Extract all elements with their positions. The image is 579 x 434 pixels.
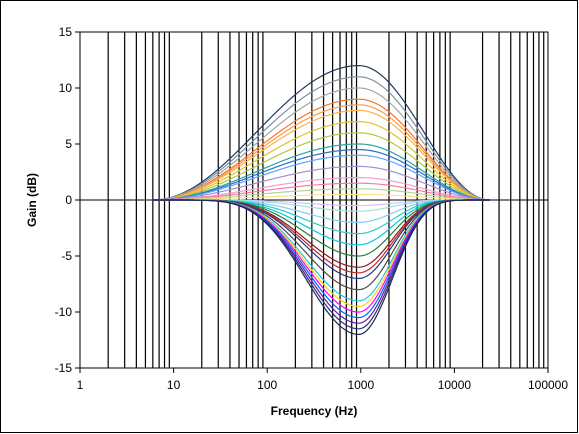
series-line — [152, 177, 490, 201]
x-tick-label: 1000 — [347, 378, 374, 392]
axis-ticks: 1 10 100 1000 10000 100000 15 10 5 0 -5 -10 -15 — [55, 25, 569, 392]
x-axis-title: Frequency (Hz) — [271, 404, 358, 418]
series-line — [152, 104, 491, 201]
series-line — [152, 182, 490, 201]
x-tick-label: 10 — [167, 378, 181, 392]
series-line — [152, 64, 491, 201]
series-line — [152, 165, 490, 201]
series-group — [152, 64, 491, 335]
series-line — [152, 188, 490, 201]
series-line — [152, 132, 490, 201]
series-line — [152, 87, 491, 201]
y-tick-label: -10 — [55, 305, 73, 319]
y-tick-label: 5 — [65, 137, 72, 151]
x-tick-label: 100000 — [528, 378, 568, 392]
y-tick-label: -15 — [55, 361, 73, 375]
x-tick-label: 100 — [257, 378, 277, 392]
series-line — [152, 121, 490, 201]
y-axis-title: Gain (dB) — [25, 173, 39, 227]
y-tick-label: 0 — [65, 193, 72, 207]
series-line — [152, 154, 490, 201]
series-line — [152, 149, 490, 201]
x-tick-label: 10000 — [438, 378, 472, 392]
y-tick-label: 10 — [59, 81, 73, 95]
series-line — [152, 199, 490, 335]
series-line — [152, 193, 490, 201]
y-tick-label: -5 — [61, 249, 72, 263]
series-line — [152, 76, 491, 201]
series-line — [152, 143, 490, 201]
series-line — [152, 98, 491, 201]
x-tick-label: 1 — [77, 378, 84, 392]
y-tick-label: 15 — [59, 25, 73, 39]
series-line — [152, 109, 491, 201]
